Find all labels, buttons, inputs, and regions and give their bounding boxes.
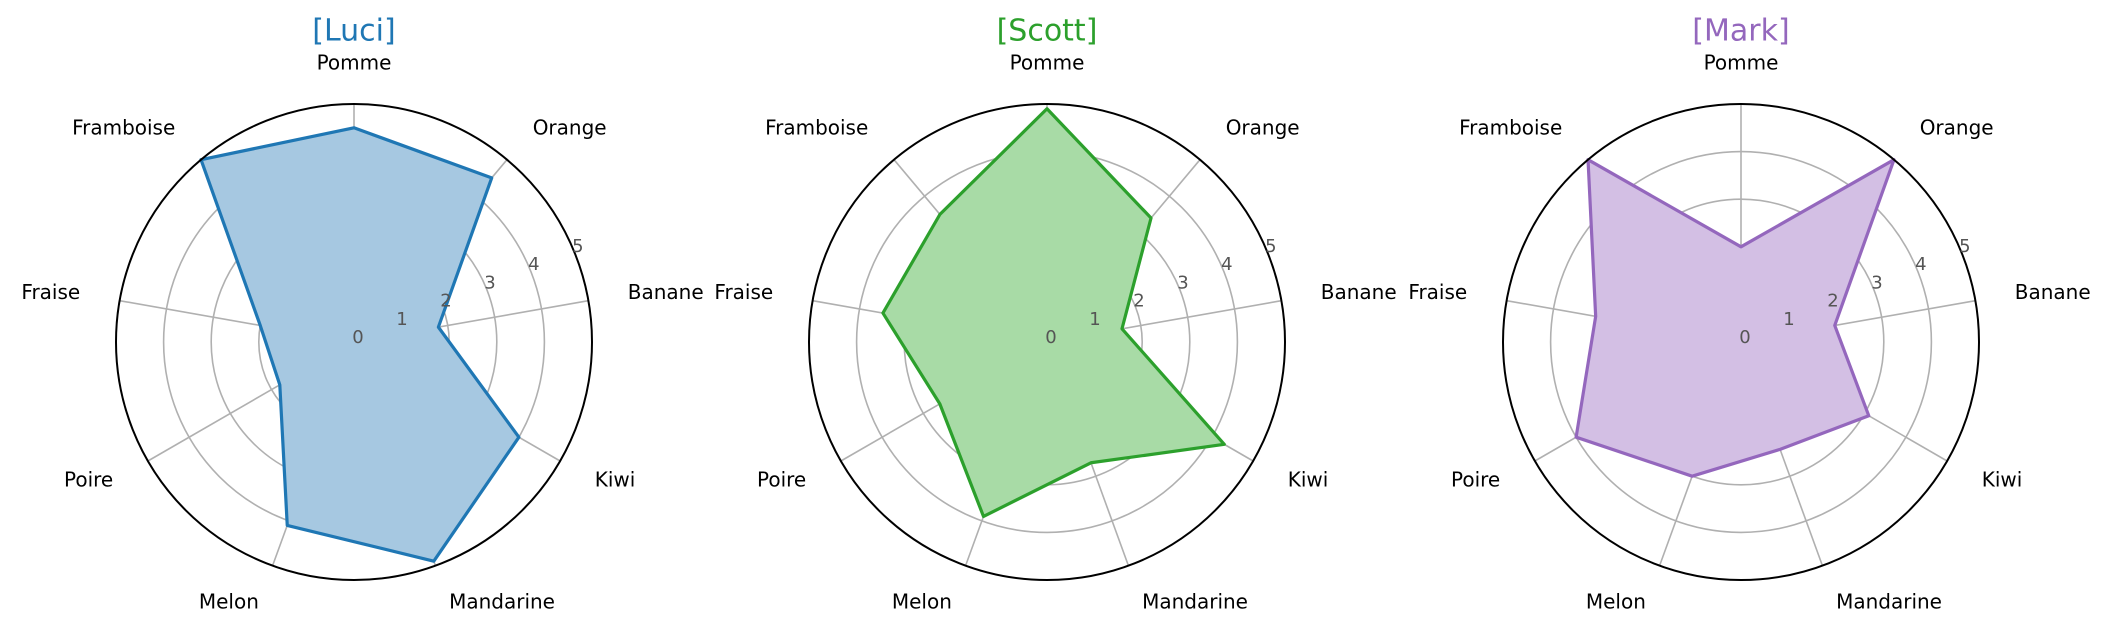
r-tick-label: 3 [484,272,495,293]
category-label: Framboise [1459,116,1562,140]
radar-chart-2: 0 1 2 3 4 5 Pomme Orange Banane Kiwi Mandarine Melo… [714,14,1396,614]
category-label: Orange [1226,116,1300,140]
radar-chart-1: 0 1 2 3 4 5 Pomme Orange Banane Kiwi Mandarine Melo… [21,14,703,614]
r-tick-label: 2 [440,291,451,312]
category-label: Mandarine [1142,590,1248,614]
category-label: Orange [1920,116,1994,140]
category-label: Kiwi [1982,468,2023,492]
r-tick-label: 0 [1045,327,1056,348]
r-tick-label: 5 [1959,236,1970,257]
category-label: Melon [1586,590,1646,614]
r-tick-label: 4 [528,254,539,275]
series-line [881,107,1226,519]
r-tick-label: 5 [1265,236,1276,257]
r-tick-label: 5 [572,236,583,257]
r-tick-label: 1 [1783,309,1794,330]
r-tick-label: 4 [1221,254,1232,275]
r-tick-label: 3 [1871,272,1882,293]
series-line [199,126,521,563]
r-tick-label: 2 [1133,291,1144,312]
series-area [201,127,519,562]
radar-chart-3: 0 1 2 3 4 5 Pomme Orange Banane Kiwi Mandarine Melo… [1408,14,2090,614]
category-label: Melon [199,590,259,614]
chart-title: [Scott] [997,14,1098,49]
category-label: Poire [64,468,113,492]
r-tick-label: 4 [1915,254,1926,275]
category-label: Banane [2015,280,2091,304]
chart-title: [Mark] [1692,14,1789,49]
r-tick-label: 1 [396,309,407,330]
category-label: Banane [1321,280,1397,304]
category-label: Framboise [765,116,868,140]
category-label: Banane [628,280,704,304]
r-tick-label: 3 [1177,272,1188,293]
category-label: Fraise [21,280,80,304]
polar-frame [808,103,1286,581]
category-label: Pomme [1704,51,1779,75]
polar-frame [1502,103,1980,581]
category-label: Fraise [1408,280,1467,304]
series-line [1574,158,1896,478]
series-area [882,108,1225,517]
series-area [1576,159,1894,477]
r-tick-label: 2 [1827,291,1838,312]
category-label: Melon [892,590,952,614]
category-label: Pomme [317,51,392,75]
category-label: Fraise [714,280,773,304]
category-label: Mandarine [449,590,555,614]
r-tick-label: 0 [1739,327,1750,348]
category-label: Mandarine [1836,590,1942,614]
polar-frame [115,103,593,581]
r-tick-label: 1 [1089,309,1100,330]
category-label: Poire [757,468,806,492]
r-tick-label: 0 [352,327,363,348]
category-label: Pomme [1010,51,1085,75]
chart-title: [Luci] [312,14,395,49]
category-label: Orange [533,116,607,140]
category-label: Kiwi [595,468,636,492]
category-label: Kiwi [1288,468,1329,492]
category-label: Poire [1451,468,1500,492]
category-label: Framboise [72,116,175,140]
